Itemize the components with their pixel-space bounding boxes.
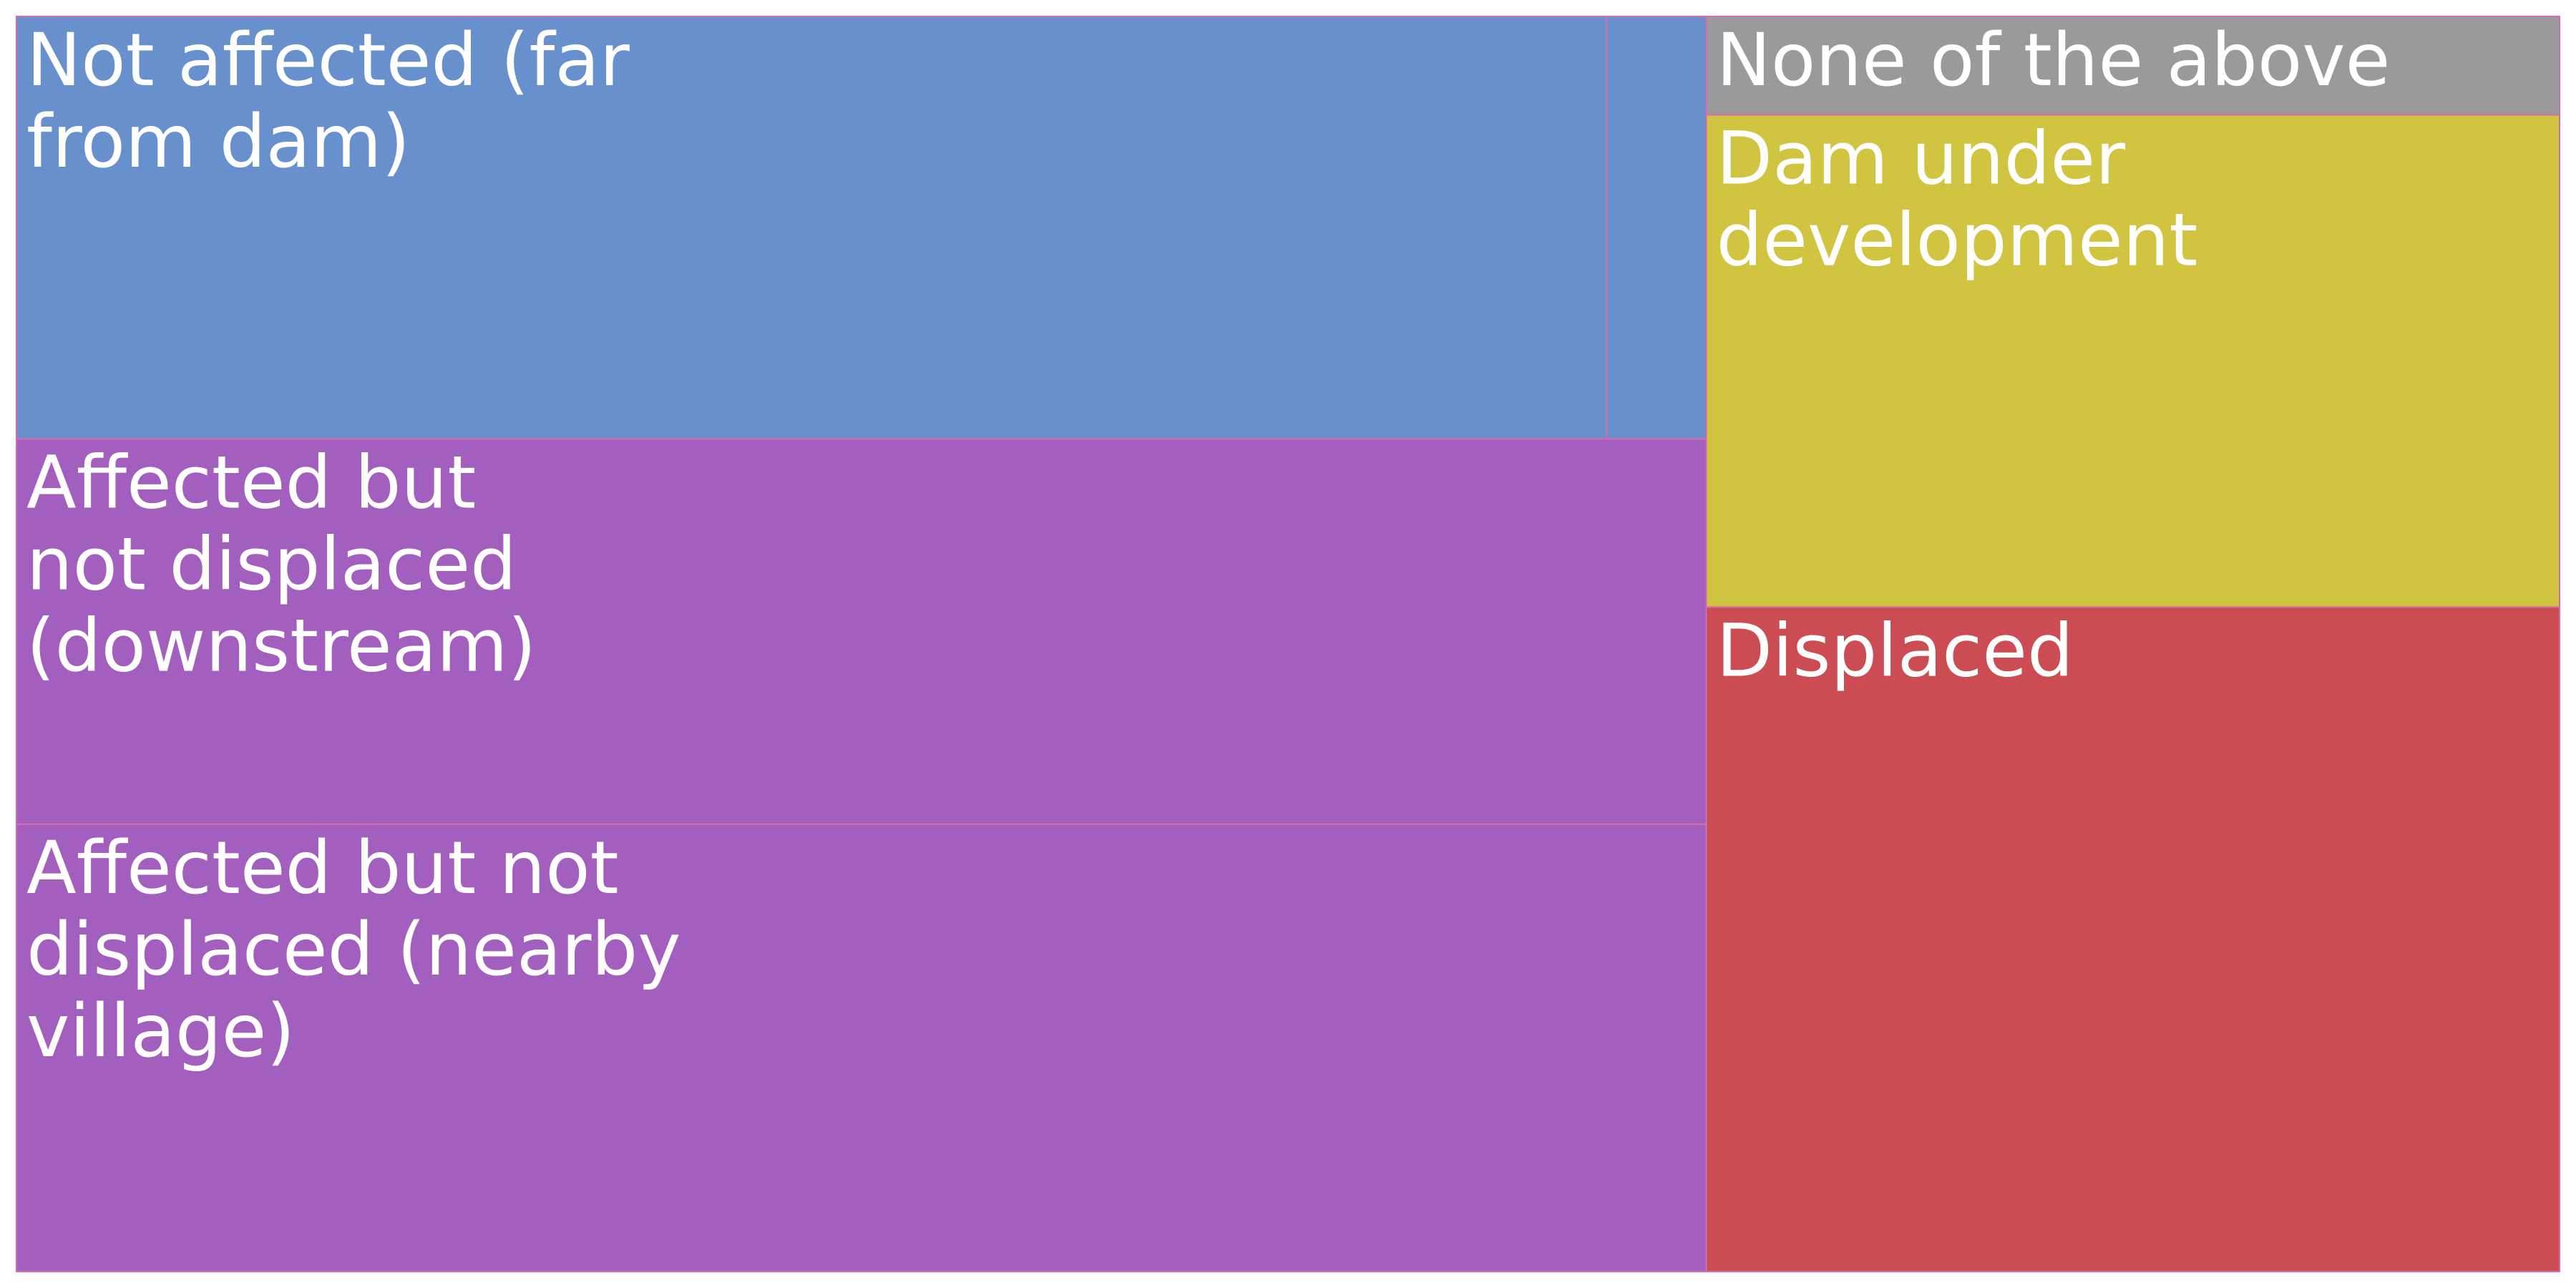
treemap-cell-rect[interactable] (1606, 16, 1707, 440)
treemap-cell-not-affected-far-from-dam[interactable]: Not affected (far from dam) (16, 16, 1608, 440)
treemap-cell-label-line: None of the above (1717, 18, 2391, 103)
treemap-cell-label: Affected but not displaced (nearby village… (26, 826, 681, 1074)
treemap-cell-label-line: Affected but not (26, 826, 619, 911)
treemap-cell-dam-under-development[interactable]: Dam under development (1705, 114, 2561, 608)
treemap-cell-displaced[interactable]: Displaced (1705, 606, 2561, 1272)
treemap-cell-label-line: from dam) (26, 99, 410, 185)
treemap-cell-none-of-the-above[interactable]: None of the above (1705, 16, 2561, 116)
treemap-cell-label-line: Dam under (1717, 117, 2126, 202)
treemap-cell-rect[interactable] (16, 16, 1608, 440)
treemap-cell-rect[interactable] (1705, 16, 2561, 116)
treemap-cell-label-line: village) (26, 989, 295, 1074)
treemap-cell-affected-but-not-displaced-nearby-village[interactable]: Affected but not displaced (nearby village… (16, 823, 1707, 1272)
treemap-cell-label-line: development (1717, 198, 2198, 283)
treemap-cell-label-line: not displaced (26, 522, 517, 607)
treemap-cell-label: Dam under development (1717, 117, 2198, 283)
treemap-cell-label: Not affected (far from dam) (26, 18, 630, 185)
treemap-cell-label-line: Not affected (far (26, 18, 630, 103)
treemap-cell-label-line: displaced (nearby (26, 907, 681, 992)
treemap-cell-label: None of the above (1717, 18, 2391, 103)
treemap-cell-label: Displaced (1717, 608, 2074, 693)
treemap-cell-unlabeled-1[interactable] (1606, 16, 1707, 440)
treemap-cell-affected-but-not-displaced-downstream[interactable]: Affected but not displaced (downstream) (16, 438, 1707, 825)
treemap-cell-rect[interactable] (16, 438, 1707, 825)
treemap-cell-rect[interactable] (1705, 114, 2561, 608)
treemap-cell-label: Affected but not displaced (downstream) (26, 440, 536, 688)
treemap-cell-label-line: Displaced (1717, 608, 2074, 693)
treemap-cell-label-line: (downstream) (26, 603, 536, 688)
treemap-cell-label-line: Affected but (26, 440, 476, 525)
treemap-cell-rect[interactable] (1705, 606, 2561, 1272)
treemap-cell-rect[interactable] (16, 823, 1707, 1272)
